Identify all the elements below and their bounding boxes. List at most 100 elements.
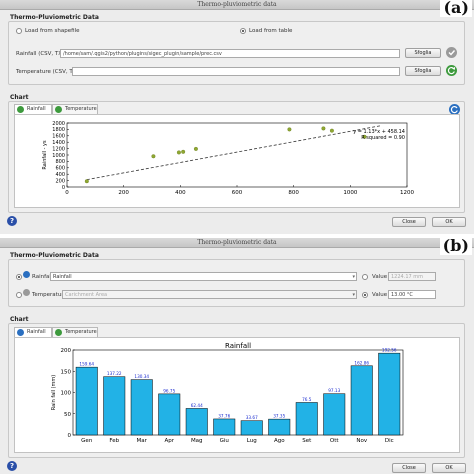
bar-value-label: 162.86 — [354, 360, 369, 365]
radio-rainfall-label: Rainfall — [32, 274, 53, 280]
tab-rainfall-label: Rainfall — [27, 329, 46, 335]
ok-button[interactable]: OK — [432, 217, 466, 227]
x-tick-label: Set — [302, 438, 312, 444]
y-tick-label: 100 — [61, 391, 72, 397]
window-title: Thermo-pluviometric data — [0, 0, 474, 10]
help-icon[interactable]: ? — [7, 216, 17, 226]
rainfall-value-input[interactable]: 1224.17 mm — [388, 272, 436, 281]
y-tick-label: 0 — [62, 185, 65, 191]
y-axis-label: Rain fall (mm) — [51, 375, 57, 410]
radio-rainfall-value[interactable] — [362, 274, 368, 280]
temperature-browse-button[interactable]: Sfoglia — [405, 66, 441, 76]
tab-rainfall[interactable]: Rainfall — [14, 327, 52, 337]
x-tick-label: Apr — [164, 438, 174, 444]
temperature-source-icon — [23, 289, 30, 296]
x-tick-label: 400 — [175, 190, 186, 196]
group-title-data: Thermo-Pluviometric Data — [10, 14, 99, 21]
rainfall-file-input[interactable]: /home/sam/.qgis2/python/plugins/sigec_pl… — [60, 49, 400, 58]
scatter-point — [329, 128, 334, 133]
temperature-file-input[interactable] — [72, 67, 400, 76]
temperature-file-label: Temperature (CSV, TXT) — [16, 69, 82, 75]
tab-temperature[interactable]: Temperature — [52, 104, 98, 114]
bar-value-label: 37.35 — [273, 414, 285, 419]
bar — [213, 418, 236, 436]
x-tick-label: Dic — [385, 438, 394, 444]
rainfall-tab-icon — [17, 329, 24, 336]
scatter-point — [151, 154, 156, 159]
x-tick-label: Mag — [191, 438, 203, 444]
temperature-refresh-icon[interactable] — [446, 65, 457, 76]
bar-value-label: 130.34 — [134, 374, 149, 379]
x-tick-label: Lug — [247, 438, 257, 444]
ok-button[interactable]: OK — [432, 463, 466, 473]
x-tick-label: 1200 — [400, 190, 414, 196]
radio-temperature[interactable] — [16, 292, 22, 298]
bar — [75, 366, 98, 436]
panel-a-dialog: Thermo-pluviometric data Thermo-Pluviome… — [0, 0, 474, 234]
bar-value-label: 159.64 — [79, 362, 94, 367]
x-tick-label: 0 — [65, 190, 69, 196]
bar — [350, 365, 373, 436]
radio-rainfall[interactable] — [16, 274, 22, 280]
bar-value-label: 33.67 — [246, 415, 258, 420]
rainfall-check-icon[interactable] — [446, 47, 457, 58]
bar — [323, 393, 346, 436]
help-icon[interactable]: ? — [7, 461, 17, 471]
y-tick-label: 1600 — [52, 134, 65, 140]
y-tick-label: 200 — [55, 178, 65, 184]
temperature-tab-icon — [55, 329, 62, 336]
scatter-point — [287, 127, 292, 132]
radio-load-shapefile[interactable] — [16, 28, 22, 34]
bar — [185, 408, 208, 436]
x-tick-label: Feb — [109, 438, 119, 444]
temperature-layer-select[interactable]: Carichment Area ▾ — [62, 290, 357, 299]
bar-value-label: 62.44 — [191, 403, 203, 408]
thermo-data-group — [8, 259, 465, 307]
bar — [378, 352, 401, 436]
window-title: Thermo-pluviometric data — [0, 238, 474, 248]
y-tick-label: 1400 — [52, 140, 65, 146]
radio-temperature-value[interactable] — [362, 292, 368, 298]
y-tick-label: 150 — [61, 369, 72, 375]
rainfall-browse-button[interactable]: Sfoglia — [405, 48, 441, 58]
bar — [240, 420, 263, 436]
plot-frame — [72, 349, 404, 436]
scatter-point — [84, 179, 89, 184]
bar-value-label: 97.13 — [328, 388, 340, 393]
scatter-point — [181, 149, 186, 154]
y-tick-label: 0 — [68, 433, 72, 439]
chevron-down-icon: ▾ — [352, 274, 355, 280]
x-tick-label: Ago — [274, 438, 285, 444]
chart-refresh-icon[interactable] — [449, 104, 460, 115]
rainfall-layer-select[interactable]: Rainfall ▾ — [50, 272, 357, 281]
tab-rainfall-label: Rainfall — [27, 106, 46, 112]
r-squared-label: R squared = 0.90 — [361, 135, 405, 141]
bar — [268, 418, 291, 436]
y-tick-label: 2000 — [52, 121, 65, 127]
bar — [130, 379, 153, 436]
rainfall-layer-select-value: Rainfall — [53, 274, 72, 280]
bar-value-label: 37.76 — [218, 413, 230, 418]
tab-rainfall[interactable]: Rainfall — [14, 104, 52, 114]
close-button[interactable]: Close — [392, 217, 426, 227]
tab-temperature-label: Temperature — [65, 329, 97, 335]
close-button[interactable]: Close — [392, 463, 426, 473]
bar-chart: Rainfall 0 50 100 150 200 Rain fall (mm) 159.64… — [51, 342, 404, 444]
x-tick-label: 800 — [288, 190, 299, 196]
y-tick-label: 1800 — [52, 127, 65, 133]
chart-group-title: Chart — [10, 94, 29, 101]
group-title-data: Thermo-Pluviometric Data — [10, 252, 99, 259]
temperature-value-input[interactable]: 13.00 °C — [388, 290, 436, 299]
radio-temperature-label: Temperature — [32, 292, 67, 298]
radio-load-table[interactable] — [240, 28, 246, 34]
x-tick-label: 600 — [232, 190, 243, 196]
rainfall-tab-icon — [17, 106, 24, 113]
y-tick-label: 800 — [55, 159, 65, 165]
bar-value-label: 76.5 — [302, 397, 312, 402]
x-tick-label: 200 — [118, 190, 129, 196]
chart-title: Rainfall — [225, 342, 251, 350]
temperature-value-label: Value — [372, 292, 388, 298]
tab-temperature[interactable]: Temperature — [52, 327, 98, 337]
x-tick-label: Giu — [220, 438, 229, 444]
y-tick-label: 50 — [64, 412, 71, 418]
